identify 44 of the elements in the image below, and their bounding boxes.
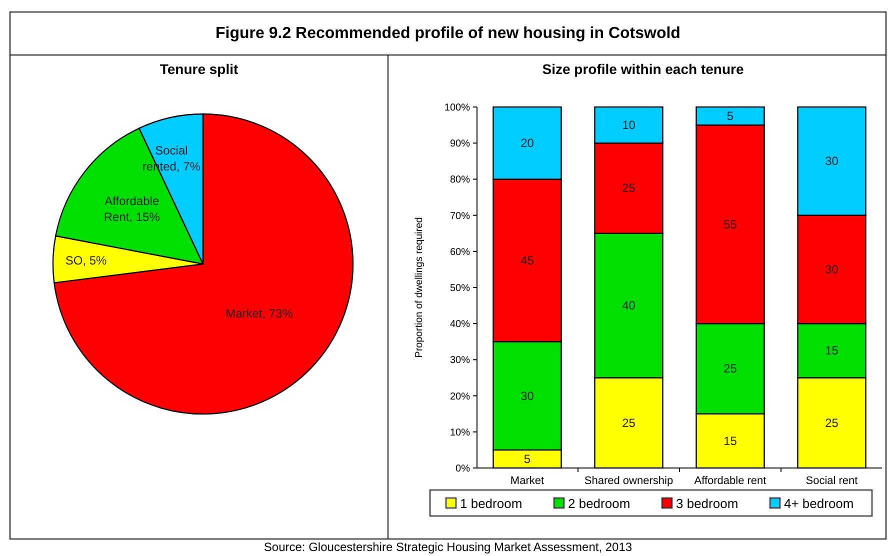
y-tick-label: 100% (444, 102, 470, 114)
y-tick-label: 40% (450, 319, 470, 330)
x-tick-label: Shared ownership (584, 475, 674, 487)
source-note: Source: Gloucestershire Strategic Housing Market Assessment, 2013 (264, 540, 632, 554)
y-tick-label: 90% (450, 138, 470, 150)
data-label: 30 (520, 388, 534, 403)
y-tick-label: 20% (450, 391, 470, 402)
data-label: 20 (520, 136, 534, 150)
data-label: 10 (622, 118, 636, 132)
y-tick-label: 60% (450, 246, 470, 258)
slice-label: Affordable Rent, 15% (104, 194, 160, 224)
x-tick-label: Affordable rent (694, 475, 766, 487)
data-label: 25 (622, 416, 636, 430)
y-tick-label: 80% (450, 174, 470, 186)
x-tick-label: Social rent (806, 475, 858, 487)
y-tick-label: 0% (456, 464, 470, 474)
data-label: 5 (726, 109, 734, 124)
data-label: 15 (825, 344, 839, 358)
y-tick-label: 70% (450, 210, 470, 222)
legend-label: 4+ bedroom (784, 496, 854, 511)
data-label: 5 (524, 452, 531, 466)
legend-label: 3 bedroom (676, 496, 738, 511)
legend-label: 2 bedroom (568, 496, 630, 511)
y-tick-label: 50% (450, 283, 470, 294)
slice-label: Market, 73% (226, 306, 294, 321)
data-label: 40 (622, 298, 636, 313)
pie-slice (54, 113, 354, 414)
y-tick-label: 10% (450, 427, 470, 438)
text: Figure 9.2 Recommended profile of new housing in Cotswold (216, 25, 680, 42)
legend-label: 1 bedroom (460, 496, 522, 511)
data-label: 30 (825, 262, 839, 276)
data-label: 25 (724, 362, 738, 376)
y-tick-label: 30% (450, 355, 470, 366)
data-label: 25 (825, 416, 839, 430)
data-label: 45 (520, 253, 534, 268)
chart-title: Size profile within each tenure (542, 61, 744, 77)
data-label: 15 (724, 434, 738, 448)
data-label: 55 (724, 217, 738, 232)
chart-subtitle: Tenure split (160, 61, 238, 77)
slice-label: SO, 5% (65, 253, 108, 268)
x-tick-label: Market (510, 475, 544, 487)
y-axis-title: Proportion of dwellings required (414, 217, 425, 358)
data-label: 30 (825, 154, 839, 168)
data-label: 25 (622, 181, 636, 196)
